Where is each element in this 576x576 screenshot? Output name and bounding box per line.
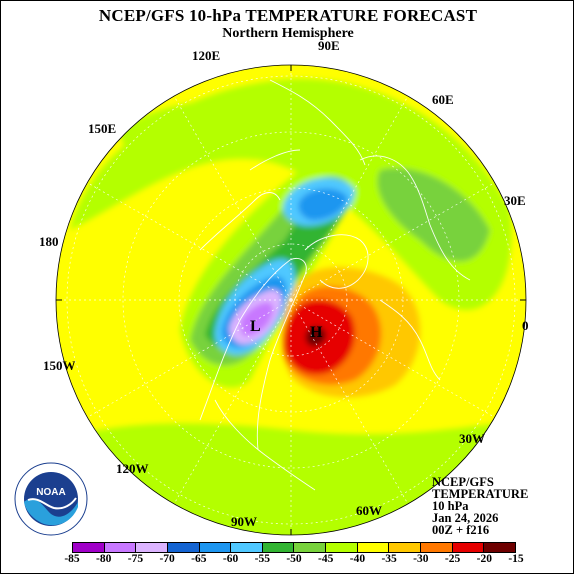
- coastlines: [199, 79, 471, 491]
- lon-label-0: 0: [522, 318, 529, 333]
- map-subtitle: Northern Hemisphere: [222, 26, 354, 41]
- lon-label-30e: 30E: [504, 193, 526, 208]
- lon-label-120e: 120E: [192, 48, 221, 63]
- lon-label-30w: 30W: [459, 431, 485, 446]
- colorbar-swatch: [136, 543, 168, 552]
- lon-label-90w: 90W: [231, 514, 257, 529]
- colorbar-tick-label: -85: [64, 553, 80, 565]
- field-contour-80: [240, 302, 274, 336]
- info-level: 10 hPa: [432, 499, 469, 513]
- colorbar-swatch: [389, 543, 422, 552]
- lon-label-150e: 150E: [88, 121, 117, 136]
- field-contour-65: [298, 188, 348, 221]
- colorbar-swatch: [104, 543, 137, 552]
- noaa-logo-icon: NOAA: [14, 462, 88, 536]
- field-contour-20: [305, 326, 326, 347]
- info-variable: TEMPERATURE: [432, 487, 529, 501]
- map-ticks: [56, 65, 526, 535]
- colorbar-swatch: [484, 543, 515, 552]
- colorbar-tick-label: -75: [127, 553, 144, 565]
- colorbar-tick-label: -15: [508, 553, 524, 565]
- colorbar-tick-label: -20: [476, 553, 492, 565]
- lon-label-90e: 90E: [318, 38, 340, 53]
- colorbar-swatch: [231, 543, 263, 552]
- colorbar-tick-label: -60: [222, 553, 239, 565]
- colorbar-swatch: [199, 543, 232, 552]
- info-forecast-hour: 00Z + f216: [432, 523, 490, 537]
- map-title: NCEP/GFS 10-hPa TEMPERATURE FORECAST: [98, 6, 478, 25]
- colorbar-tick-label: -55: [254, 553, 270, 565]
- colorbar-tick-label: -30: [413, 553, 429, 565]
- colorbar-swatch: [357, 543, 390, 552]
- colorbar-tick-label: -25: [444, 553, 461, 565]
- svg-text:NOAA: NOAA: [36, 487, 65, 498]
- colorbar-tick-label: -35: [381, 553, 397, 565]
- graticule: [56, 65, 526, 535]
- lon-label-180: 180: [39, 234, 59, 249]
- colorbar-tick-label: -80: [96, 553, 112, 565]
- lon-label-120w: 120W: [116, 461, 149, 476]
- high-center-label: H: [310, 324, 323, 341]
- colorbar-tick-label: -40: [349, 553, 366, 565]
- info-model: NCEP/GFS: [432, 475, 494, 489]
- colorbar: [72, 542, 516, 553]
- info-date: Jan 24, 2026: [432, 511, 499, 525]
- colorbar-swatch: [294, 543, 327, 552]
- lon-label-60e: 60E: [432, 92, 454, 107]
- colorbar-labels: -85 -80 -75 -70 -65 -60 -55 -50 -45 -40 -35 -30 -25 -…: [64, 553, 523, 567]
- colorbar-tick-label: -45: [318, 553, 334, 565]
- forecast-info-block: NCEP/GFS TEMPERATURE 10 hPa Jan 24, 2026…: [432, 475, 529, 537]
- colorbar-swatch: [326, 543, 358, 552]
- field-contour-45: [120, 100, 280, 170]
- low-center-label: L: [250, 318, 261, 335]
- lon-label-60w: 60W: [356, 503, 382, 518]
- colorbar-tick-label: -65: [191, 553, 207, 565]
- lon-label-150w: 150W: [43, 358, 76, 373]
- colorbar-tick-label: -70: [159, 553, 175, 565]
- colorbar-swatch: [452, 543, 485, 552]
- colorbar-swatch: [167, 543, 200, 552]
- colorbar-tick-label: -50: [286, 553, 302, 565]
- field-contour-50: [377, 168, 490, 262]
- colorbar-swatch: [421, 543, 453, 552]
- colorbar-swatch: [73, 543, 105, 552]
- colorbar-swatch: [262, 543, 295, 552]
